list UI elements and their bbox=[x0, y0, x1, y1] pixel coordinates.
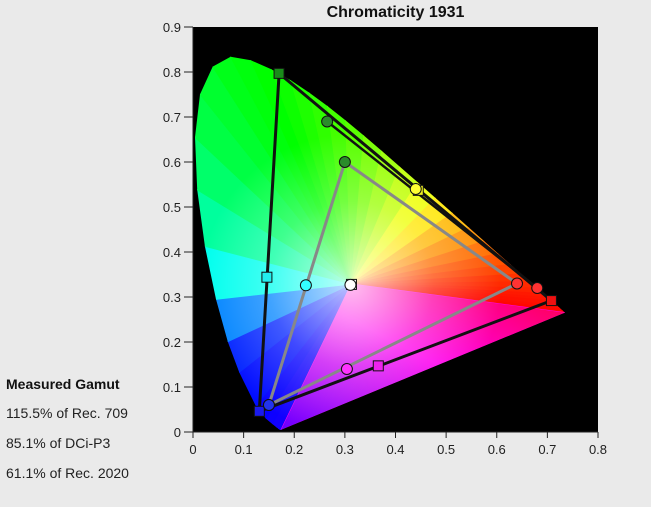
circle-marker bbox=[511, 277, 523, 290]
chart-title: Chromaticity 1931 bbox=[326, 4, 465, 21]
dcip3-edge bbox=[326, 120, 539, 289]
circle-marker bbox=[338, 156, 351, 168]
x-tick-label: 0.5 bbox=[437, 442, 455, 457]
square-marker bbox=[253, 405, 265, 417]
gamut-rec709: 115.5% of Rec. 709 bbox=[6, 405, 128, 421]
x-tick-label: 0.2 bbox=[285, 442, 303, 457]
gamut-rec2020: 61.1% of Rec. 2020 bbox=[6, 465, 129, 481]
square-marker bbox=[372, 360, 384, 372]
y-tick-label: 0.5 bbox=[163, 200, 181, 215]
circle-marker bbox=[321, 115, 334, 128]
chart-markers bbox=[253, 67, 557, 417]
circle-marker bbox=[409, 183, 422, 195]
circle-marker bbox=[344, 278, 357, 291]
y-tick-label: 0.6 bbox=[163, 155, 181, 170]
y-tick-label: 0.2 bbox=[163, 335, 181, 350]
circle-marker bbox=[299, 279, 312, 292]
x-tick-label: 0.7 bbox=[538, 442, 556, 457]
x-tick-label: 0.4 bbox=[386, 442, 404, 457]
square-marker bbox=[273, 67, 285, 79]
y-tick-label: 0.8 bbox=[163, 65, 181, 80]
x-tick-label: 0.3 bbox=[336, 442, 354, 457]
gamut-dcip3: 85.1% of DCi-P3 bbox=[6, 435, 111, 451]
circle-marker bbox=[340, 363, 353, 375]
y-tick-label: 0.7 bbox=[163, 110, 181, 125]
y-tick-label: 0 bbox=[174, 425, 181, 440]
x-tick-label: 0.8 bbox=[589, 442, 607, 457]
square-marker bbox=[261, 271, 273, 283]
x-tick-label: 0 bbox=[189, 442, 196, 457]
y-tick-label: 0.9 bbox=[163, 20, 181, 35]
y-tick-label: 0.4 bbox=[163, 245, 181, 260]
x-tick-label: 0.1 bbox=[235, 442, 253, 457]
gamut-heading: Measured Gamut bbox=[6, 376, 120, 392]
y-tick-label: 0.1 bbox=[163, 380, 181, 395]
square-marker bbox=[545, 295, 557, 307]
spectral-locus bbox=[195, 56, 565, 430]
measured-gamut-panel: Measured Gamut 115.5% of Rec. 709 85.1% … bbox=[6, 376, 186, 494]
axes: 0 0.1 0.2 0.3 0.4 0.5 0.6 0.7 0.8 0 0.1 0.2 0.3 0.4 0.… bbox=[163, 20, 607, 457]
x-tick-label: 0.6 bbox=[488, 442, 506, 457]
y-tick-label: 0.3 bbox=[163, 290, 181, 305]
circle-marker bbox=[262, 399, 275, 411]
circle-marker bbox=[531, 282, 544, 294]
